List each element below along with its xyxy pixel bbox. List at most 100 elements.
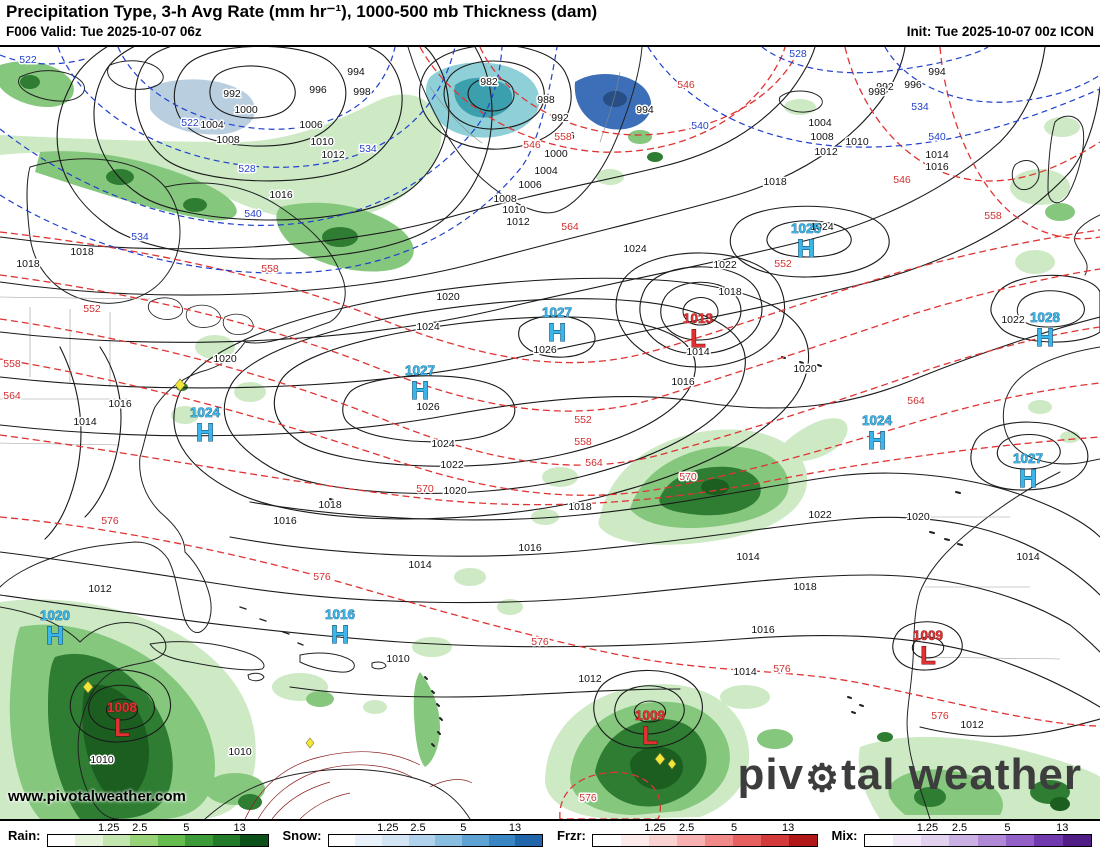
contour-label-blue: 540	[244, 208, 262, 220]
bahamas	[239, 606, 304, 646]
contour-label-black: 1022	[808, 509, 832, 521]
contour-labels: 9829889929961000100410061008101010129949…	[2, 47, 1042, 806]
contour-label-black: 1022	[1001, 314, 1025, 326]
jamaica	[247, 672, 265, 682]
legend-color-segment	[1006, 835, 1035, 846]
contour-label-red: 564	[907, 395, 925, 407]
pressure-value: 1016	[325, 607, 356, 622]
contour-label-black: 1004	[808, 117, 832, 129]
pressure-marker-l: L	[114, 714, 129, 742]
legend-color-segment	[676, 835, 705, 846]
legend-color-segment	[75, 835, 103, 846]
legend-color-segment	[949, 835, 978, 846]
contour-label-red: 558	[574, 436, 592, 448]
contour-label-red: 564	[3, 390, 21, 402]
greenland-coast	[407, 47, 643, 214]
legend-tick: 13	[782, 822, 795, 834]
central-america-coast	[0, 606, 167, 819]
contour-label-black: 1004	[534, 165, 558, 177]
contour-label-black: 996	[904, 79, 922, 91]
legend-label: Frzr:	[557, 828, 586, 843]
contour-label-black: 1008	[216, 134, 240, 146]
pressure-value: 1020	[40, 608, 70, 623]
contour-label-black: 982	[480, 76, 498, 88]
contour-label-black: 1018	[70, 246, 94, 258]
contour-label-red: 552	[574, 414, 592, 426]
contour-label-black: 1014	[73, 416, 97, 428]
iceland	[778, 90, 823, 113]
contour-label-black: 998	[868, 86, 886, 98]
legend-color-segment	[732, 835, 761, 846]
contour-label-black: 1014	[925, 149, 949, 161]
contour-label-red: 576	[313, 571, 331, 583]
contour-label-black: 994	[347, 66, 365, 78]
contour-label-black: 1010	[386, 653, 410, 665]
map-canvas: 9829889929961000100410061008101010129949…	[0, 47, 1100, 819]
legend-tick: 13	[1056, 822, 1069, 834]
legend-colorbar: 1.25 2.5 5 13	[591, 822, 818, 849]
europe-coast	[1074, 214, 1100, 276]
contour-label-black: 1016	[269, 189, 293, 201]
madeira	[955, 491, 961, 494]
arctic-islands	[18, 60, 164, 102]
pressure-value: 1027	[542, 305, 572, 320]
contour-label-black: 1012	[814, 146, 838, 158]
precip-shading	[0, 61, 1100, 819]
legend-tick: 5	[730, 822, 738, 834]
contour-label-black: 1026	[416, 401, 440, 413]
legend-color-segment	[921, 835, 950, 846]
contour-label-blue: 540	[691, 120, 709, 132]
bermuda	[329, 498, 334, 501]
thickness-contours-red	[0, 47, 1100, 819]
pressure-marker-h: H	[331, 621, 349, 649]
terrain-contours	[244, 751, 473, 819]
legend-color-segment	[355, 835, 382, 846]
legend-tick: 1.25	[377, 822, 399, 834]
contour-label-black: 992	[876, 81, 894, 93]
watermark: www.pivotalweather.com	[8, 788, 186, 805]
contour-label-black: 1010	[310, 136, 334, 148]
pivotal-weather-logo: piv ⚙ tal weather	[737, 750, 1082, 799]
pressure-marker-h: H	[797, 235, 815, 263]
contour-label-black: 1016	[273, 515, 297, 527]
contour-label-black: 1000	[234, 104, 258, 116]
legend-tick: 5	[1004, 822, 1011, 834]
pressure-marker-h: H	[196, 419, 214, 447]
legend-color-segment	[488, 835, 516, 846]
contour-label-black: 1010	[228, 746, 252, 758]
contour-label-black: 1012	[321, 149, 345, 161]
legend-color-segment	[704, 835, 733, 846]
valid-time-label: F006 Valid: Tue 2025-10-07 06z	[6, 24, 202, 39]
contour-label-black: 1010	[845, 136, 869, 148]
legend-color-segment	[157, 835, 185, 846]
contour-label-red: 576	[579, 792, 597, 804]
contour-label-black: 998	[353, 86, 371, 98]
legend-tick: 2.5	[678, 822, 695, 834]
pressure-marker-l: L	[642, 722, 657, 750]
contour-label-black: 992	[223, 88, 241, 100]
pressure-value: 1013	[683, 311, 714, 326]
contour-label-red: 576	[531, 636, 549, 648]
logo-text-suffix: tal weather	[841, 750, 1082, 799]
cape-verde	[847, 696, 864, 714]
contour-label-black: 1024	[623, 243, 647, 255]
ireland	[1011, 160, 1040, 191]
contour-label-black: 1016	[925, 161, 949, 173]
legend-color-segment	[892, 835, 922, 846]
contour-label-black: 994	[928, 66, 946, 78]
contour-label-black: 1026	[533, 344, 557, 356]
legend-colorbar: 1.25 2.5 5 13	[327, 822, 543, 849]
contour-label-black: 1018	[568, 501, 592, 513]
contour-label-black: 1006	[299, 119, 323, 131]
legend-color-segment	[788, 835, 817, 846]
legend-color-segment	[515, 835, 542, 846]
pressure-value: 1028	[1030, 310, 1061, 325]
legend-color-segment	[977, 835, 1007, 846]
contour-label-red: 558	[554, 131, 572, 143]
contour-label-red: 576	[773, 663, 791, 675]
legend-color-segment	[620, 835, 649, 846]
legend-color-segment	[185, 835, 213, 846]
contour-label-red: 576	[931, 710, 949, 722]
legend-group-rain: Rain: 1.25 2.5 5 13	[8, 822, 269, 849]
